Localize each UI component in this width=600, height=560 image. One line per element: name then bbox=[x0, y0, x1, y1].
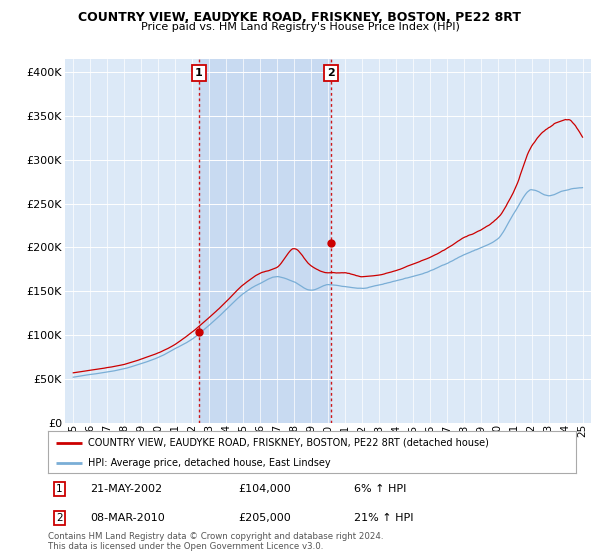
Text: 2: 2 bbox=[327, 68, 335, 78]
Text: 21% ↑ HPI: 21% ↑ HPI bbox=[354, 513, 414, 523]
Bar bbox=[199, 59, 331, 423]
Text: 6% ↑ HPI: 6% ↑ HPI bbox=[354, 484, 407, 494]
Text: 1: 1 bbox=[194, 68, 202, 78]
Text: 08-MAR-2010: 08-MAR-2010 bbox=[90, 513, 165, 523]
Text: COUNTRY VIEW, EAUDYKE ROAD, FRISKNEY, BOSTON, PE22 8RT (detached house): COUNTRY VIEW, EAUDYKE ROAD, FRISKNEY, BO… bbox=[88, 438, 488, 448]
Text: £104,000: £104,000 bbox=[238, 484, 291, 494]
Text: COUNTRY VIEW, EAUDYKE ROAD, FRISKNEY, BOSTON, PE22 8RT: COUNTRY VIEW, EAUDYKE ROAD, FRISKNEY, BO… bbox=[79, 11, 521, 24]
Text: 21-MAY-2002: 21-MAY-2002 bbox=[90, 484, 163, 494]
Text: Price paid vs. HM Land Registry's House Price Index (HPI): Price paid vs. HM Land Registry's House … bbox=[140, 22, 460, 32]
Text: HPI: Average price, detached house, East Lindsey: HPI: Average price, detached house, East… bbox=[88, 458, 330, 468]
Text: 2: 2 bbox=[56, 513, 63, 523]
Text: £205,000: £205,000 bbox=[238, 513, 291, 523]
Text: Contains HM Land Registry data © Crown copyright and database right 2024.
This d: Contains HM Land Registry data © Crown c… bbox=[48, 532, 383, 552]
Text: 1: 1 bbox=[56, 484, 63, 494]
